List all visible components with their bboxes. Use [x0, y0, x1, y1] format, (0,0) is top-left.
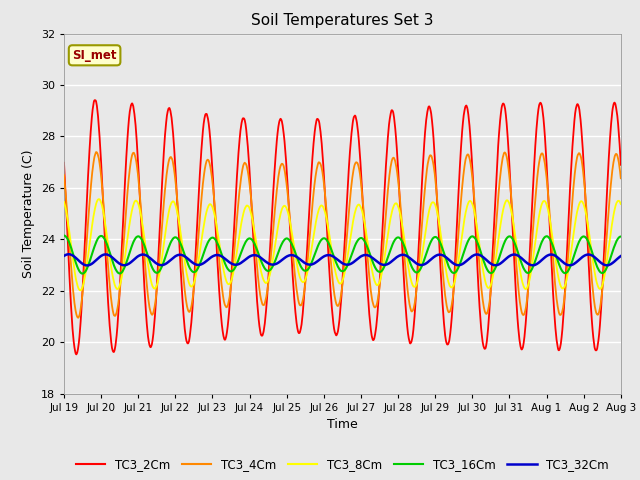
- Title: Soil Temperatures Set 3: Soil Temperatures Set 3: [251, 13, 434, 28]
- Legend: TC3_2Cm, TC3_4Cm, TC3_8Cm, TC3_16Cm, TC3_32Cm: TC3_2Cm, TC3_4Cm, TC3_8Cm, TC3_16Cm, TC3…: [71, 454, 614, 476]
- Y-axis label: Soil Temperature (C): Soil Temperature (C): [22, 149, 35, 278]
- Text: SI_met: SI_met: [72, 49, 117, 62]
- X-axis label: Time: Time: [327, 418, 358, 431]
